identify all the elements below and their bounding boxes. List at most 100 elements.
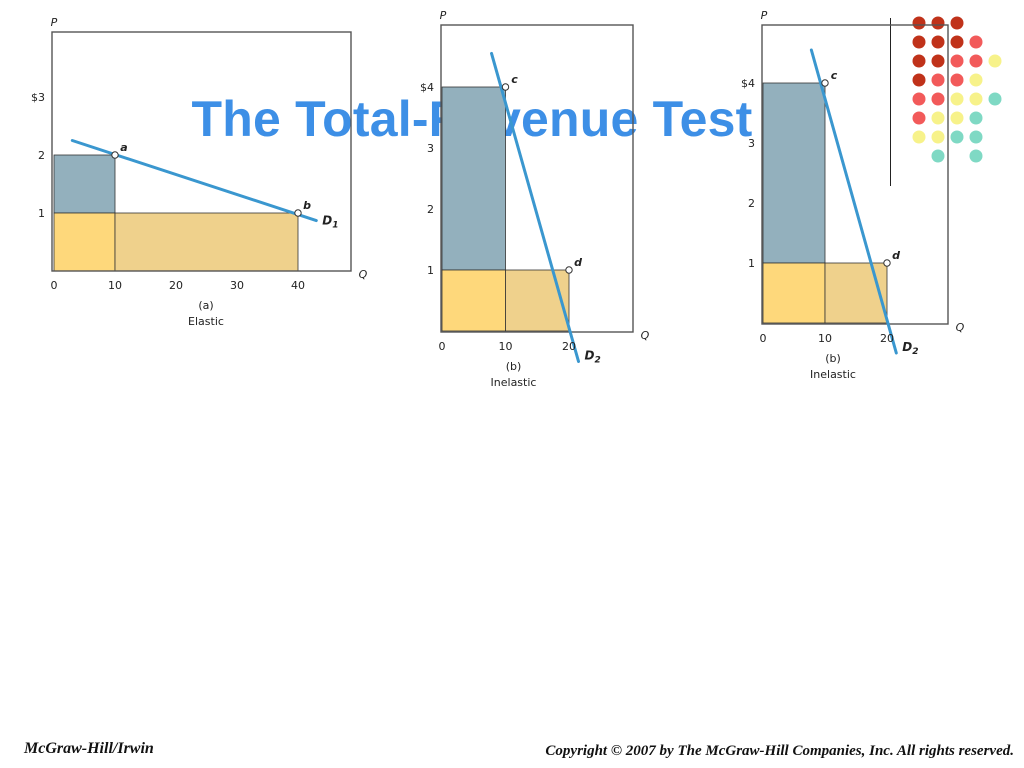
x-tick-label: 20 bbox=[562, 340, 576, 353]
point-label-d: d bbox=[574, 256, 582, 269]
area-upper bbox=[762, 82, 826, 264]
decorative-dot bbox=[931, 35, 945, 49]
y-tick-label: $4 bbox=[420, 81, 434, 94]
x-tick-label: 20 bbox=[169, 279, 183, 292]
decorative-dot bbox=[931, 54, 945, 68]
chart-subcaption: Inelastic bbox=[491, 376, 537, 389]
decorative-dot bbox=[950, 16, 964, 30]
y-tick-label: 2 bbox=[38, 149, 45, 162]
decorative-dot bbox=[931, 16, 945, 30]
chart-caption: (b) bbox=[506, 360, 522, 373]
decorative-dot bbox=[950, 73, 964, 87]
y-tick-label: 2 bbox=[427, 203, 434, 216]
y-tick-label: $4 bbox=[741, 77, 755, 90]
decorative-dot bbox=[950, 54, 964, 68]
x-tick-label: 10 bbox=[499, 340, 513, 353]
area-lower-left bbox=[53, 212, 116, 272]
point-label-c: c bbox=[831, 69, 838, 82]
y-tick-label: $3 bbox=[31, 91, 45, 104]
area-lower-right bbox=[824, 262, 888, 324]
decorative-dot bbox=[950, 92, 964, 106]
x-tick-label: 40 bbox=[291, 279, 305, 292]
point-label-d: d bbox=[892, 249, 900, 262]
decorative-dot bbox=[969, 73, 983, 87]
area-lower-right bbox=[114, 212, 299, 272]
y-tick-label: 3 bbox=[748, 137, 755, 150]
decorative-dot bbox=[931, 149, 945, 163]
x-tick-label: 30 bbox=[230, 279, 244, 292]
point-d bbox=[883, 259, 891, 267]
chart-elastic: D1 a b 0 10 20 30 40 1 2 $3 P Q (a) Elastic bbox=[31, 16, 368, 328]
header-divider bbox=[890, 18, 891, 186]
decorative-dot bbox=[931, 130, 945, 144]
y-tick-label: 2 bbox=[748, 197, 755, 210]
point-d bbox=[565, 266, 573, 274]
decorative-dot bbox=[912, 111, 926, 125]
decorative-dot bbox=[931, 111, 945, 125]
decorative-dot bbox=[912, 35, 926, 49]
point-b bbox=[294, 209, 302, 217]
point-c bbox=[821, 79, 829, 87]
x-tick-label: 0 bbox=[51, 279, 58, 292]
demand-curve-label: D1 bbox=[322, 214, 338, 231]
demand-curve-label: D2 bbox=[585, 349, 601, 366]
y-tick-label: 1 bbox=[427, 264, 434, 277]
decorative-dot bbox=[931, 73, 945, 87]
decorative-dot bbox=[912, 54, 926, 68]
decorative-dot bbox=[912, 92, 926, 106]
footer-copyright: Copyright © 2007 by The McGraw-Hill Comp… bbox=[545, 743, 1014, 759]
area-lower-left bbox=[762, 262, 826, 324]
decorative-dot bbox=[988, 54, 1002, 68]
x-axis-label: Q bbox=[956, 321, 965, 334]
point-label-a: a bbox=[120, 141, 127, 154]
decorative-dot bbox=[950, 111, 964, 125]
point-label-c: c bbox=[511, 73, 518, 86]
decorative-dot bbox=[931, 92, 945, 106]
plot-frame bbox=[440, 24, 634, 333]
decorative-dot bbox=[912, 73, 926, 87]
x-tick-label: 10 bbox=[108, 279, 122, 292]
y-axis-label: P bbox=[440, 9, 447, 22]
chart-caption: (b) bbox=[825, 352, 841, 365]
decorative-dot bbox=[969, 54, 983, 68]
chart-inelastic: D2 c d 0 10 20 1 2 3 $4 P Q (b) Inelastic bbox=[420, 9, 650, 389]
y-tick-label: 3 bbox=[427, 142, 434, 155]
area-lower-right bbox=[505, 269, 570, 332]
demand-curve bbox=[809, 48, 898, 355]
chart-caption: (a) bbox=[198, 299, 213, 312]
x-tick-label: 10 bbox=[818, 332, 832, 345]
point-c bbox=[501, 83, 510, 91]
decorative-dot bbox=[950, 130, 964, 144]
plot-frame bbox=[51, 31, 352, 272]
decorative-dot bbox=[988, 92, 1002, 106]
y-axis-label: P bbox=[761, 9, 768, 22]
point-label-b: b bbox=[303, 199, 311, 212]
decorative-dot-grid bbox=[912, 16, 1002, 163]
area-upper bbox=[441, 86, 506, 271]
decorative-dot bbox=[969, 92, 983, 106]
demand-curve-label: D2 bbox=[902, 340, 918, 357]
area-upper bbox=[53, 154, 116, 214]
decorative-dot bbox=[912, 130, 926, 144]
y-axis-label: P bbox=[51, 16, 58, 29]
x-tick-label: 20 bbox=[880, 332, 894, 345]
y-tick-label: 1 bbox=[748, 257, 755, 270]
x-axis-label: Q bbox=[641, 329, 650, 342]
decorative-dot bbox=[950, 35, 964, 49]
x-axis-label: Q bbox=[359, 268, 368, 281]
plot-frame bbox=[761, 24, 949, 325]
y-tick-label: 1 bbox=[38, 207, 45, 220]
chart-subcaption: Elastic bbox=[188, 315, 224, 328]
x-tick-label: 0 bbox=[760, 332, 767, 345]
point-a bbox=[111, 151, 119, 159]
decorative-dot bbox=[912, 16, 926, 30]
demand-curve bbox=[490, 51, 581, 363]
area-lower-left bbox=[441, 269, 506, 332]
decorative-dot bbox=[969, 35, 983, 49]
decorative-dot bbox=[969, 111, 983, 125]
chart-subcaption: Inelastic bbox=[810, 368, 856, 381]
decorative-dot bbox=[969, 130, 983, 144]
decorative-dot bbox=[969, 149, 983, 163]
x-tick-label: 0 bbox=[439, 340, 446, 353]
chart-inelastic-copy: D2 c d 0 10 20 1 2 3 $4 P Q (b) Inelastic bbox=[741, 9, 965, 381]
